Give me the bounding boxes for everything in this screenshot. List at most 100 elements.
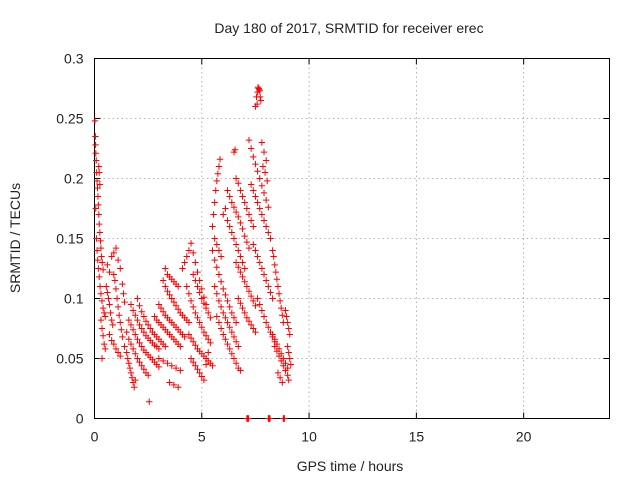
data-point (215, 271, 223, 278)
data-point (230, 355, 238, 362)
data-point (92, 141, 99, 149)
x-axis-label: GPS time / hours (297, 458, 404, 474)
data-point (232, 259, 240, 266)
data-point (213, 290, 221, 297)
data-point (258, 211, 266, 218)
data-point (224, 319, 231, 326)
y-tick-label: 0.1 (64, 291, 84, 307)
data-point (97, 244, 105, 252)
data-point (237, 219, 244, 227)
data-point (114, 256, 122, 264)
data-point (132, 350, 139, 357)
data-point (247, 292, 255, 300)
data-point (177, 343, 184, 350)
data-point (110, 249, 118, 257)
data-point (237, 300, 244, 307)
data-point (260, 148, 268, 156)
data-point (241, 232, 248, 240)
data-point (99, 266, 107, 273)
data-point (93, 247, 101, 254)
data-point (267, 289, 274, 296)
data-point (96, 169, 103, 176)
data-point (277, 357, 285, 365)
data-point (108, 253, 115, 260)
data-point (254, 168, 261, 175)
data-point (256, 93, 264, 101)
data-point (113, 295, 121, 302)
data-point (279, 379, 286, 386)
data-point (119, 333, 126, 341)
data-point (241, 278, 248, 285)
data-point (115, 312, 123, 319)
data-point (117, 352, 124, 360)
data-point (277, 304, 285, 312)
data-point (190, 249, 197, 257)
data-point (235, 213, 242, 221)
data-point (228, 350, 236, 357)
data-point (217, 278, 225, 285)
data-point (185, 290, 193, 297)
data-point (99, 304, 107, 312)
data-point (265, 283, 272, 290)
data-point (183, 253, 190, 260)
data-point (202, 361, 210, 368)
data-point (216, 156, 224, 163)
data-point (111, 277, 119, 284)
data-point (196, 369, 203, 377)
data-point (245, 244, 253, 252)
data-point (126, 364, 134, 372)
data-point (192, 259, 199, 266)
data-point (281, 415, 288, 422)
data-point (252, 302, 259, 309)
data-point (269, 247, 276, 254)
data-point (200, 376, 208, 384)
data-point (104, 289, 111, 296)
data-point (210, 211, 217, 218)
data-point (213, 264, 221, 271)
data-point (217, 303, 225, 311)
data-point (187, 355, 195, 362)
data-point (174, 306, 182, 313)
data-point (94, 256, 101, 264)
data-point (253, 100, 261, 108)
data-point (215, 297, 223, 305)
data-point (117, 319, 124, 326)
data-point (271, 343, 278, 350)
data-point (159, 308, 167, 315)
data-point (247, 145, 255, 152)
data-point (192, 362, 199, 369)
data-point (254, 253, 261, 260)
data-point (190, 358, 197, 366)
data-point (192, 342, 199, 349)
data-point (132, 312, 139, 319)
data-point (138, 343, 145, 350)
gridlines (94, 58, 610, 419)
data-point (239, 304, 246, 312)
data-point (147, 325, 154, 332)
y-tick-label: 0.05 (56, 351, 83, 367)
data-point (108, 316, 115, 324)
data-point (284, 372, 291, 379)
data-point (93, 235, 100, 242)
data-point (159, 357, 167, 365)
data-point (91, 117, 99, 125)
data-point (232, 208, 240, 216)
data-point (282, 307, 289, 314)
data-point (259, 163, 267, 170)
data-point (138, 325, 145, 332)
data-point (270, 253, 277, 260)
data-point (230, 333, 238, 341)
y-axis-label: SRMTID / TECUs (7, 183, 23, 293)
data-point (262, 196, 270, 204)
data-point (224, 217, 231, 224)
data-point (237, 187, 244, 194)
data-point (286, 331, 293, 338)
data-point (266, 415, 274, 422)
data-point (205, 349, 212, 356)
data-point (194, 366, 201, 373)
data-point (125, 360, 133, 367)
data-point (134, 316, 141, 324)
data-point (159, 277, 167, 284)
data-point (258, 265, 266, 272)
data-point (200, 328, 208, 336)
